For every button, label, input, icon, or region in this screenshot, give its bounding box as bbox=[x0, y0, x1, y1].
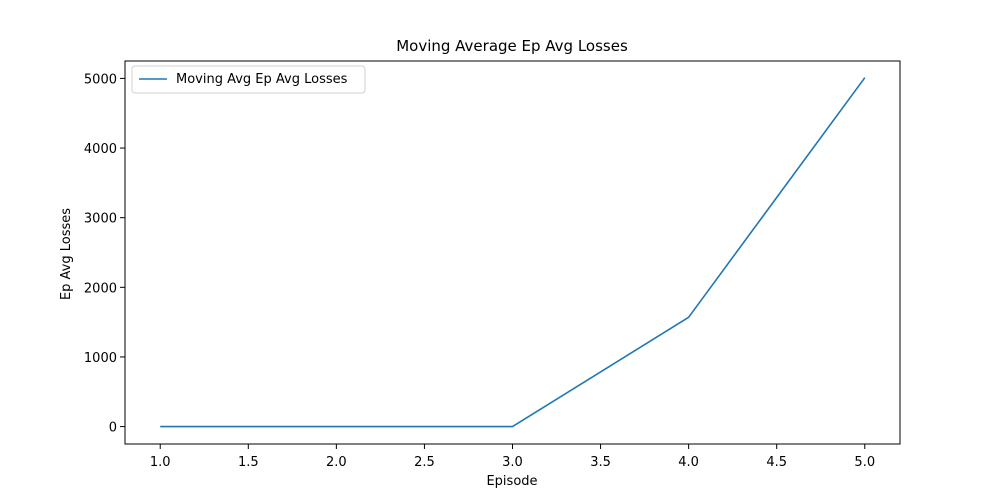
x-tick-label: 2.0 bbox=[326, 455, 347, 470]
y-tick-label: 5000 bbox=[84, 72, 117, 87]
x-tick-label: 1.5 bbox=[238, 455, 259, 470]
x-tick-label: 4.0 bbox=[678, 455, 699, 470]
x-axis-label: Episode bbox=[486, 474, 537, 489]
series-line bbox=[160, 77, 866, 428]
plot-frame bbox=[124, 60, 901, 445]
y-tick-label: 2000 bbox=[84, 281, 117, 296]
legend-label: Moving Avg Ep Avg Losses bbox=[176, 72, 348, 87]
chart-title: Moving Average Ep Avg Losses bbox=[396, 37, 628, 55]
y-axis-ticks: 0 1000 2000 3000 4000 5000 bbox=[84, 72, 125, 436]
x-tick-label: 2.5 bbox=[414, 455, 435, 470]
x-tick-label: 4.5 bbox=[766, 455, 787, 470]
series-layer bbox=[160, 77, 866, 428]
y-axis-label: Ep Avg Losses bbox=[59, 208, 74, 300]
y-tick-label: 4000 bbox=[84, 142, 117, 157]
x-tick-label: 3.0 bbox=[502, 455, 523, 470]
legend-box bbox=[131, 65, 366, 94]
x-tick-label: 5.0 bbox=[854, 455, 875, 470]
y-tick-label: 1000 bbox=[84, 351, 117, 366]
x-axis-ticks: 1.0 1.5 2.0 2.5 3.0 3.5 4.0 4.5 5.0 bbox=[150, 444, 875, 470]
y-tick-label: 0 bbox=[109, 421, 117, 436]
y-tick-label: 3000 bbox=[84, 212, 117, 227]
x-tick-label: 3.5 bbox=[590, 455, 611, 470]
x-tick-label: 1.0 bbox=[150, 455, 171, 470]
plot-area bbox=[124, 60, 901, 445]
legend: Moving Avg Ep Avg Losses bbox=[131, 65, 366, 94]
